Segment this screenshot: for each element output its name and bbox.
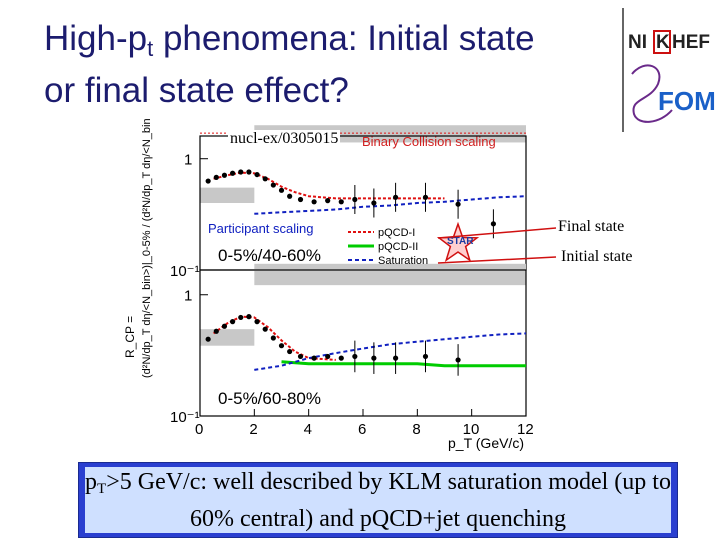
data-point: [393, 194, 399, 200]
data-point: [455, 201, 461, 207]
data-point: [455, 357, 461, 363]
figure-labels: Binary Collision scaling Participant sca…: [123, 118, 524, 451]
series-saturation: [254, 195, 527, 215]
legend-entry-pqcd-i: pQCD-I: [378, 227, 415, 239]
data-point: [262, 176, 268, 182]
data-point: [352, 196, 358, 203]
data-point: [270, 335, 276, 341]
data-point: [254, 171, 260, 178]
x-tick-label: 2: [249, 421, 257, 438]
caption-subscript: T: [97, 480, 107, 497]
data-point: [422, 353, 429, 360]
participant-band: [200, 187, 255, 203]
data-point: [311, 199, 317, 205]
y-tick-label: 1: [184, 152, 192, 169]
fom-logo-swirl: [631, 64, 673, 123]
data-point: [230, 319, 236, 325]
data-point: [254, 319, 260, 325]
data-point: [287, 193, 293, 199]
caption-box: pT>5 GeV/c: well described by KLM satura…: [78, 462, 678, 538]
data-point: [352, 353, 358, 360]
data-point: [270, 182, 276, 188]
data-point: [213, 328, 219, 334]
data-point: [205, 336, 211, 342]
x-tick-label: 6: [358, 421, 366, 438]
x-axis-title: p_T (GeV/c): [448, 435, 524, 451]
title-part-2: phenomena: Initial state or final state …: [44, 19, 535, 110]
data-point: [490, 221, 496, 227]
binary-collision-label: Binary Collision scaling: [362, 134, 496, 149]
data-point: [393, 355, 399, 361]
title-subscript: t: [147, 36, 154, 61]
star-logo: STAR: [447, 236, 474, 247]
data-point: [246, 169, 252, 175]
data-point: [338, 355, 344, 361]
data-point: [205, 178, 211, 184]
data-point: [213, 174, 219, 180]
rcp-figure: 110⁻¹ 110⁻¹0 2 4 6 8 10 12 Binary Collision sc…: [123, 118, 534, 451]
x-tick-label: 12: [517, 421, 534, 438]
data-point: [238, 314, 244, 321]
nikhef-logo-box: [653, 30, 671, 54]
data-point: [311, 355, 317, 361]
data-point: [221, 323, 228, 329]
title-part-1: High-p: [44, 19, 148, 58]
data-point: [338, 199, 344, 205]
data-point: [325, 198, 331, 204]
y-axis-title: (d²N/dp_T dη/<N_bin>)|_0-5% / (d²N/dp_T …: [141, 118, 153, 378]
data-point: [371, 355, 377, 361]
y-tick-label: 10⁻¹: [170, 409, 200, 426]
data-point: [278, 343, 285, 349]
binary-band: [254, 263, 527, 286]
legend-entry-saturation: Saturation: [378, 255, 428, 267]
rcp-symbol: R_CP =: [123, 316, 137, 358]
final-state-label: Final state: [558, 218, 625, 235]
fom-logo: FOM: [658, 86, 716, 116]
participant-scaling-label: Participant scaling: [208, 221, 314, 236]
data-point: [287, 348, 293, 355]
x-tick-label: 8: [412, 421, 420, 438]
x-tick-label: 4: [304, 421, 312, 438]
series-pqcdii: [281, 360, 526, 368]
bottom-panel: 110⁻¹0 2 4 6 8 10 12: [170, 263, 534, 438]
initial-state-label: Initial state: [561, 248, 633, 265]
data-point: [278, 187, 285, 193]
data-point: [297, 196, 304, 203]
data-point: [371, 200, 377, 206]
legend-entry-pqcd-ii: pQCD-II: [378, 241, 418, 253]
nikhef-logo-right: HEF: [672, 32, 710, 53]
data-point: [238, 169, 244, 175]
data-point: [221, 172, 228, 178]
reference-label: nucl-ex/0305015: [228, 130, 341, 148]
top-panel: 1 10⁻¹: [170, 125, 527, 280]
data-point: [422, 194, 429, 200]
y-tick-label: 10⁻¹: [170, 263, 200, 280]
caption-part-2: >5 GeV/c: well described by KLM saturati…: [106, 468, 671, 532]
nikhef-logo-k: K: [656, 32, 670, 53]
nikhef-logo-left: NI: [628, 32, 647, 53]
data-point: [246, 314, 252, 320]
x-tick-label: 0: [195, 421, 203, 438]
slide-title: High-pt phenomena: Initial state or fina…: [44, 18, 564, 112]
y-tick-label: 1: [184, 288, 192, 305]
x-tick-label: 10: [463, 421, 480, 438]
centrality-bottom-label: 0-5%/60-80%: [218, 389, 321, 408]
data-point: [262, 326, 268, 332]
data-point: [230, 170, 236, 176]
data-point: [325, 353, 331, 360]
data-point: [297, 353, 304, 360]
centrality-top-label: 0-5%/40-60%: [218, 246, 321, 265]
institute-logos: NI K HEF FOM: [622, 8, 716, 132]
caption-part-1: p: [85, 468, 98, 495]
caption-text: pT>5 GeV/c: well described by KLM satura…: [85, 467, 671, 533]
